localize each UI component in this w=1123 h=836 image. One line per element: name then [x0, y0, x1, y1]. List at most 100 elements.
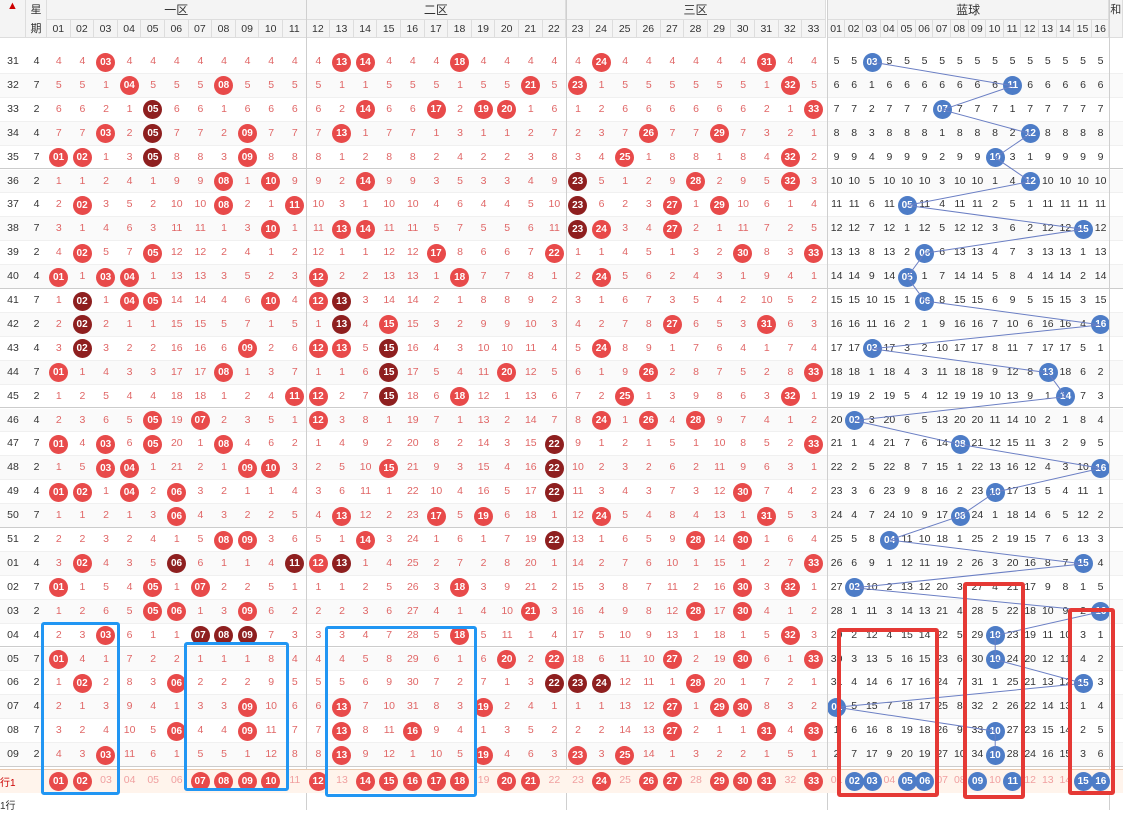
omission-value: 4 — [669, 413, 676, 426]
omission-value: 2 — [244, 389, 251, 402]
omission-value: 12 — [572, 509, 584, 522]
forecast-blue-ball: 06 — [915, 771, 935, 791]
omission-value: 5 — [480, 222, 487, 235]
omission-value: 8 — [763, 700, 770, 713]
blue-omission-value: 2 — [886, 580, 893, 593]
blue-omission-value: 7 — [904, 102, 910, 115]
omission-value: 5 — [527, 198, 534, 211]
blue-omission-value: 21 — [936, 604, 949, 617]
forecast-red-number: 32 — [784, 774, 797, 786]
omission-value: 2 — [173, 652, 180, 665]
omission-value: 1 — [457, 604, 463, 617]
omission-value: 10 — [760, 294, 773, 306]
omission-value: 10 — [430, 748, 443, 761]
omission-value: 5 — [693, 294, 699, 306]
omission-value: 2 — [480, 556, 487, 569]
omission-value: 4 — [551, 341, 558, 354]
omission-value: 8 — [693, 365, 699, 378]
omission-value: 9 — [669, 174, 676, 187]
red-ball: 18 — [450, 387, 470, 407]
omission-value: 9 — [504, 580, 511, 593]
blue-omission-value: 1 — [851, 604, 858, 617]
omission-value: 5 — [787, 509, 794, 522]
forecast-red-number: 28 — [690, 774, 702, 786]
blue-col-header-07: 07 — [933, 20, 951, 38]
omission-value: 18 — [524, 509, 537, 522]
red-ball: 29 — [709, 697, 729, 717]
omission-value: 7 — [268, 628, 275, 641]
red-ball: 33 — [804, 363, 824, 383]
omission-value: 1 — [457, 652, 463, 665]
omission-value: 4 — [315, 55, 322, 67]
omission-value: 3 — [339, 413, 345, 426]
blue-omission-value: 3 — [1009, 150, 1016, 163]
issue-number: 32 — [7, 78, 19, 91]
red-ball: 06 — [167, 554, 186, 574]
omission-value: 7 — [362, 389, 369, 402]
blue-omission-value: 6 — [886, 78, 893, 91]
red-ball: 21 — [521, 76, 540, 96]
omission-value: 3 — [55, 222, 62, 235]
omission-value: 1 — [669, 341, 676, 354]
red-ball: 33 — [804, 434, 824, 454]
forecast-red-ball: 02 — [72, 771, 92, 791]
blue-omission-value: 11 — [936, 365, 948, 378]
omission-value: 7 — [504, 533, 511, 545]
omission-value: 6 — [669, 102, 676, 115]
omission-value: 16 — [713, 580, 726, 593]
omission-value: 28 — [406, 628, 419, 641]
omission-value: 2 — [55, 533, 62, 545]
blue-omission-value: 5 — [1080, 341, 1086, 354]
issue-number: 02 — [7, 580, 19, 593]
red-ball: 11 — [285, 387, 304, 407]
omission-value: 1 — [433, 270, 440, 283]
omission-value: 2 — [221, 246, 227, 259]
omission-value: 6 — [763, 461, 770, 474]
blue-omission-value: 11 — [866, 317, 878, 330]
red-col-header-18: 18 — [448, 20, 472, 38]
omission-value: 2 — [763, 365, 770, 378]
omission-value: 1 — [150, 628, 157, 641]
omission-value: 6 — [409, 102, 416, 115]
omission-value: 1 — [645, 389, 652, 402]
omission-value: 10 — [383, 700, 396, 713]
omission-value: 3 — [693, 246, 699, 259]
omission-value: 2 — [787, 437, 794, 450]
weekday: 2 — [33, 174, 40, 187]
omission-value: 2 — [221, 580, 227, 593]
omission-value: 1 — [150, 461, 157, 474]
omission-value: 30 — [406, 676, 419, 689]
blue-omission-value: 5 — [1009, 198, 1016, 211]
red-ball: 13 — [332, 721, 352, 741]
red-ball: 14 — [355, 172, 375, 191]
red-ball: 33 — [804, 650, 824, 669]
red-col-header-10: 10 — [259, 20, 283, 38]
omission-value: 1 — [811, 676, 817, 689]
omission-value: 1 — [645, 150, 652, 163]
blue-omission-value: 13 — [1077, 533, 1089, 545]
omission-value: 7 — [457, 556, 463, 569]
omission-value: 1 — [504, 126, 511, 139]
omission-value: 10 — [642, 652, 655, 665]
red-ball: 09 — [237, 124, 257, 144]
blue-omission-value: 23 — [830, 485, 843, 498]
red-ball: 29 — [709, 195, 729, 215]
blue-omission-value: 20 — [953, 413, 966, 426]
omission-value: 9 — [645, 628, 652, 641]
omission-value: 1 — [740, 628, 747, 641]
omission-value: 1 — [55, 174, 62, 187]
omission-value: 3 — [221, 509, 227, 522]
blue-omission-value: 12 — [1024, 461, 1037, 474]
weekday: 7 — [33, 78, 40, 91]
omission-value: 1 — [291, 413, 298, 426]
omission-value: 8 — [575, 413, 581, 426]
forecast-red-ball: 01 — [49, 771, 68, 791]
blue-omission-value: 10 — [848, 174, 861, 187]
omission-value: 9 — [480, 317, 487, 330]
red-ball: 27 — [662, 697, 682, 717]
omission-value: 4 — [221, 55, 227, 67]
weekday: 4 — [33, 270, 40, 283]
sum-header: 和 — [1109, 0, 1123, 38]
blue-omission-value: 6 — [1027, 317, 1034, 330]
